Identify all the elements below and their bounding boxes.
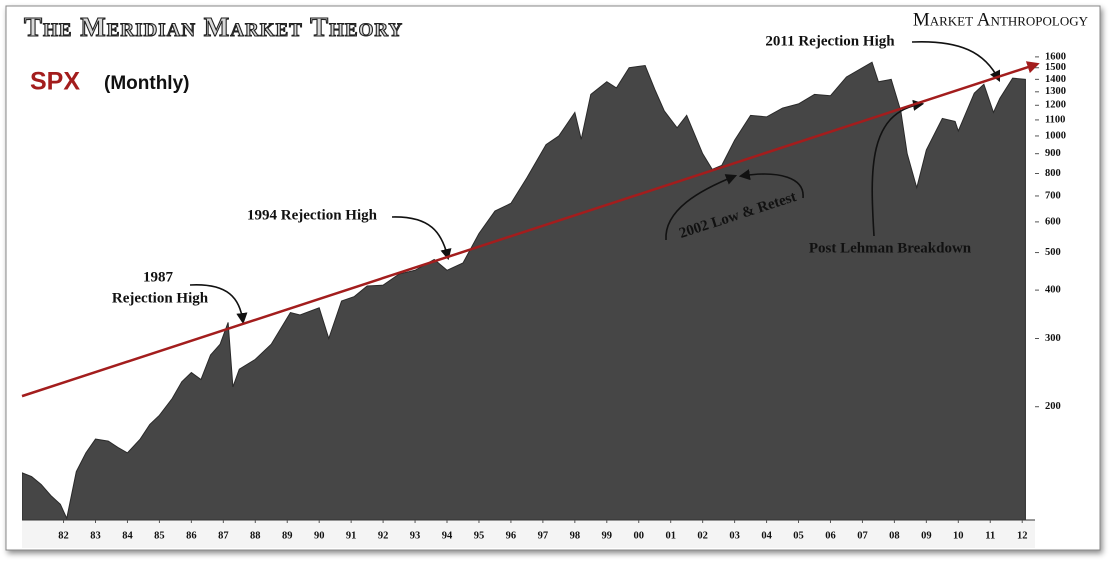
y-tick-label: 800 bbox=[1045, 168, 1061, 179]
source: Market Anthropology bbox=[913, 9, 1089, 30]
trend-line bbox=[21, 61, 1040, 398]
x-tick-label: 92 bbox=[378, 530, 389, 541]
x-tick-label: 89 bbox=[282, 530, 293, 541]
annotation-arrow bbox=[189, 284, 248, 325]
x-tick-label: 04 bbox=[761, 530, 772, 541]
x-tick-label: 06 bbox=[825, 530, 836, 541]
annotation-arrow bbox=[738, 169, 804, 199]
x-tick-label: 88 bbox=[250, 530, 261, 541]
x-axis-band bbox=[22, 520, 1035, 548]
annotation: 2011 Rejection High bbox=[765, 33, 895, 49]
y-tick-label: 400 bbox=[1045, 285, 1061, 296]
y-tick-label: 1000 bbox=[1045, 130, 1066, 141]
x-tick-label: 08 bbox=[889, 530, 900, 541]
x-tick-label: 01 bbox=[665, 530, 676, 541]
plot-area bbox=[22, 61, 1026, 520]
x-tick-label: 95 bbox=[474, 530, 485, 541]
y-tick-label: 700 bbox=[1045, 190, 1061, 201]
x-tick-label: 91 bbox=[346, 530, 357, 541]
x-tick-label: 09 bbox=[921, 530, 932, 541]
annotation-arrow bbox=[665, 174, 738, 241]
y-tick-label: 1400 bbox=[1045, 74, 1066, 85]
x-tick-label: 90 bbox=[314, 530, 325, 541]
x-tick-label: 84 bbox=[122, 530, 133, 541]
x-tick-label: 98 bbox=[570, 530, 581, 541]
y-tick-label: 500 bbox=[1045, 247, 1061, 258]
x-tick-label: 94 bbox=[442, 530, 453, 541]
annotation: 1994 Rejection High bbox=[247, 207, 378, 223]
y-tick-label: 1300 bbox=[1045, 86, 1066, 97]
x-tick-label: 96 bbox=[506, 530, 517, 541]
annotation-arrow bbox=[911, 41, 1001, 83]
x-tick-label: 97 bbox=[538, 530, 549, 541]
annotation-arrow bbox=[871, 99, 925, 237]
x-tick-label: 82 bbox=[58, 530, 69, 541]
x-tick-label: 93 bbox=[410, 530, 421, 541]
period: (Monthly) bbox=[104, 73, 189, 94]
annotation: 1987 bbox=[143, 269, 174, 285]
x-tick-label: 11 bbox=[985, 530, 995, 541]
x-tick-label: 83 bbox=[90, 530, 101, 541]
x-tick-label: 87 bbox=[218, 530, 229, 541]
x-tick-label: 03 bbox=[729, 530, 740, 541]
area bbox=[22, 61, 1026, 520]
y-tick-label: 300 bbox=[1045, 333, 1061, 344]
y-tick-label: 600 bbox=[1045, 216, 1061, 227]
x-tick-label: 85 bbox=[154, 530, 165, 541]
y-tick-label: 1500 bbox=[1045, 62, 1066, 73]
y-tick-label: 1100 bbox=[1045, 114, 1065, 125]
chart-title: The Meridian Market Theory bbox=[24, 12, 403, 42]
y-tick-label: 900 bbox=[1045, 148, 1061, 159]
x-tick-label: 99 bbox=[602, 530, 613, 541]
x-tick-label: 07 bbox=[857, 530, 868, 541]
y-tick-label: 1600 bbox=[1045, 51, 1066, 62]
annotation-arrow bbox=[391, 216, 452, 261]
annotation: Rejection High bbox=[112, 290, 209, 306]
x-tick-label: 10 bbox=[953, 530, 964, 541]
subtitle: SPX bbox=[30, 68, 80, 96]
x-tick-label: 86 bbox=[186, 530, 197, 541]
y-tick-label: 200 bbox=[1045, 401, 1061, 412]
x-tick-label: 05 bbox=[793, 530, 804, 541]
x-tick-label: 12 bbox=[1017, 530, 1028, 541]
y-tick-label: 1200 bbox=[1045, 100, 1066, 111]
annotation: Post Lehman Breakdown bbox=[809, 240, 972, 256]
x-tick-label: 00 bbox=[633, 530, 644, 541]
x-tick-label: 02 bbox=[697, 530, 708, 541]
